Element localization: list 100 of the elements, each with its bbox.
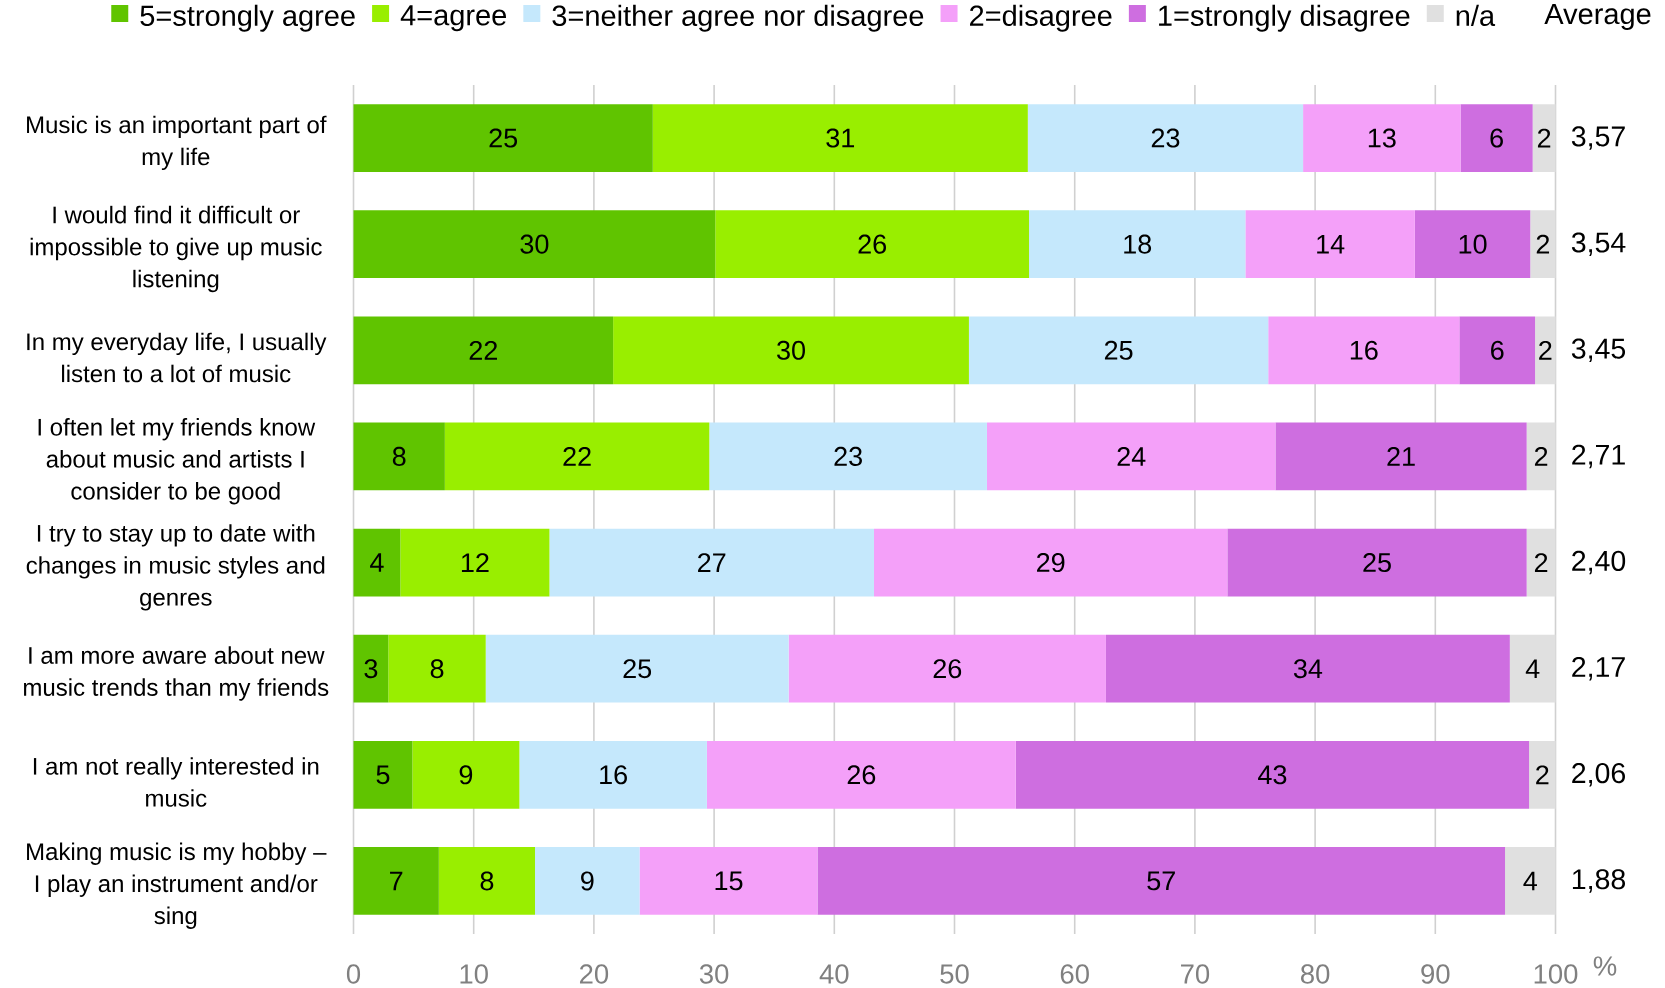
bar [788, 634, 1106, 703]
bar [353, 210, 716, 279]
data-label: 30 [520, 234, 549, 254]
data-label: 2 [1537, 128, 1551, 148]
x-tick-label: 60 [1060, 964, 1089, 984]
bar [968, 316, 1269, 385]
data-label: 25 [489, 128, 518, 148]
y-tick-label: I often let my friends know about music and artists I consider to be good [38, 418, 316, 505]
bar [1245, 210, 1415, 279]
bar [1530, 210, 1556, 279]
bar [1015, 740, 1530, 809]
bar [549, 528, 874, 597]
bar [715, 210, 1030, 279]
data-label: 34 [1293, 659, 1323, 679]
data-label: 29 [1037, 553, 1065, 573]
bar [444, 422, 710, 491]
data-label: 25 [623, 659, 652, 679]
bar [1105, 634, 1510, 703]
text: 2,40 [1572, 550, 1626, 575]
data-label: 12 [461, 553, 489, 572]
bar [353, 740, 413, 809]
data-label: 14 [1317, 234, 1345, 254]
x-tick-label: 20 [579, 964, 609, 984]
data-label: 16 [600, 765, 627, 785]
data-label: 21 [1387, 447, 1415, 466]
bar [639, 847, 818, 915]
bar [438, 847, 535, 915]
data-label: 25 [1104, 340, 1133, 360]
y-tick-label: In my everyday life, I usually listen to a lot of music [27, 332, 327, 383]
bar [388, 634, 486, 703]
data-label: 16 [1350, 340, 1378, 360]
x-tick-label: 100 [1534, 964, 1578, 984]
text: 2,06 [1572, 763, 1625, 787]
y-tick-label: Making music is my hobby – I play an instrument and/or sing [27, 842, 327, 929]
x-axis-title: % [1593, 956, 1617, 976]
y-tick-label: I am not really interested in music [33, 757, 319, 807]
data-label: 5 [376, 765, 390, 785]
text: 3,57 [1571, 126, 1625, 150]
bar [412, 740, 520, 809]
bar [353, 847, 439, 915]
data-label: 22 [469, 340, 497, 360]
legend-label: 1=strongly disagree [1159, 4, 1410, 32]
data-label: 6 [1490, 128, 1503, 148]
bar [353, 528, 401, 597]
data-label: 9 [581, 871, 594, 891]
bar [1526, 528, 1556, 597]
text: 2,17 [1572, 656, 1625, 681]
data-label: 8 [480, 871, 494, 891]
data-label: 31 [826, 128, 855, 148]
data-label: 57 [1147, 871, 1175, 891]
legend-label: 5=strongly agree [140, 4, 355, 32]
x-tick-label: 90 [1421, 964, 1450, 984]
data-label: 9 [459, 765, 473, 785]
bar [706, 740, 1016, 809]
bar [817, 847, 1506, 915]
bar [1460, 104, 1533, 172]
bar [709, 422, 987, 491]
bar [1303, 104, 1461, 172]
y-tick-label: I would find it difficult or impossible to give up music listening [30, 205, 322, 293]
bar [1509, 634, 1556, 703]
bar [613, 316, 969, 385]
bar [400, 528, 550, 597]
legend-label: 4=agree [400, 5, 507, 32]
bar [353, 316, 614, 385]
data-label: 22 [563, 447, 591, 466]
x-tick-label: 80 [1301, 964, 1330, 984]
data-label: 15 [715, 871, 743, 891]
data-label: 8 [392, 446, 406, 466]
data-label: 26 [847, 765, 876, 785]
text: 2,71 [1572, 444, 1625, 469]
x-tick-label: 50 [940, 964, 969, 984]
bar [986, 422, 1276, 491]
data-label: 30 [777, 340, 805, 360]
x-tick-label: 40 [819, 964, 849, 984]
x-tick-label: 30 [699, 964, 729, 984]
text: 3,45 [1571, 338, 1626, 363]
x-tick-label: 70 [1181, 964, 1210, 984]
data-label: 13 [1368, 128, 1396, 148]
legend-label: 2=disagree [970, 4, 1112, 32]
text: Average [1544, 4, 1651, 30]
bar [1529, 740, 1556, 809]
x-tick-label: 0 [346, 964, 361, 984]
data-label: 10 [1459, 234, 1487, 254]
data-label: 27 [698, 553, 726, 572]
bar [652, 104, 1028, 172]
bar [1459, 316, 1536, 385]
bar [353, 422, 445, 491]
data-label: 7 [390, 871, 403, 891]
data-label: 2 [1536, 234, 1550, 254]
legend-label: 3=neither agree nor disagree [552, 4, 924, 32]
y-tick-label: I am more aware about new music trends than my friends [24, 646, 329, 701]
data-label: 8 [430, 659, 444, 679]
data-label: 4 [370, 553, 384, 572]
data-label: 23 [1151, 128, 1180, 148]
data-label: 2 [1539, 340, 1552, 360]
y-tick-label: I try to stay up to date with changes in music styles and genres [26, 524, 325, 611]
text: 3,54 [1571, 232, 1626, 256]
data-label: 2 [1534, 447, 1548, 466]
x-tick-label: 10 [460, 964, 488, 984]
data-label: 26 [858, 234, 886, 254]
